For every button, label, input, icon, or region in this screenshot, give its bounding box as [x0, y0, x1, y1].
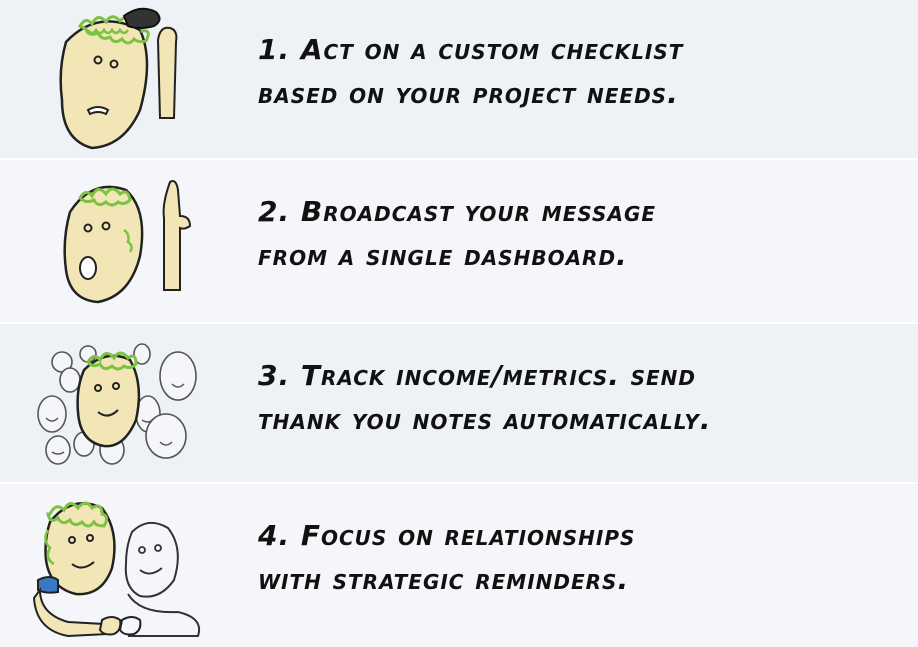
confused-person-scratching-head-icon	[28, 0, 228, 158]
step-3-line-2: thank you notes automatically.	[258, 403, 712, 436]
step-3-line-1: 3. Track income/metrics. send	[258, 359, 697, 392]
step-4: 4. Focus on relationships with strategic…	[0, 484, 918, 647]
step-1: 1. Act on a custom checklist based on yo…	[0, 0, 918, 158]
step-4-line-1: 4. Focus on relationships	[258, 519, 636, 552]
person-in-crowd-icon	[28, 324, 228, 482]
step-2-line-1: 2. Broadcast your message	[258, 195, 657, 228]
step-3: 3. Track income/metrics. send thank you …	[0, 324, 918, 482]
step-1-text: 1. Act on a custom checklist based on yo…	[258, 28, 898, 116]
step-2-line-2: from a single dashboard.	[258, 239, 628, 272]
step-3-text: 3. Track income/metrics. send thank you …	[258, 354, 898, 442]
step-4-text: 4. Focus on relationships with strategic…	[258, 514, 898, 602]
step-1-line-2: based on your project needs.	[258, 77, 679, 110]
step-1-line-1: 1. Act on a custom checklist	[258, 33, 684, 66]
fist-bump-friends-icon	[28, 484, 228, 644]
step-2-text: 2. Broadcast your message from a single …	[258, 190, 898, 278]
step-4-line-2: with strategic reminders.	[258, 563, 630, 596]
step-2: 2. Broadcast your message from a single …	[0, 160, 918, 322]
surprised-person-finger-up-icon	[28, 160, 228, 320]
